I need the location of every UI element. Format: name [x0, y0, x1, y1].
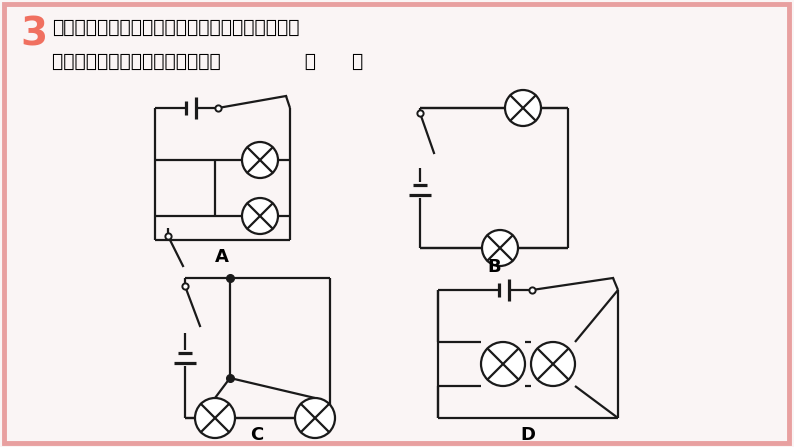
- Text: 3: 3: [20, 15, 47, 53]
- Text: 电路的基本连接方式有两种，一种是串联，另一种: 电路的基本连接方式有两种，一种是串联，另一种: [52, 18, 299, 37]
- Circle shape: [195, 398, 235, 438]
- FancyBboxPatch shape: [4, 4, 789, 443]
- Circle shape: [505, 90, 541, 126]
- Text: 是并联。下列电路中属于并联的是              （      ）: 是并联。下列电路中属于并联的是 （ ）: [52, 52, 363, 71]
- Circle shape: [295, 398, 335, 438]
- Text: C: C: [250, 426, 264, 444]
- Circle shape: [482, 230, 518, 266]
- Circle shape: [531, 342, 575, 386]
- Text: B: B: [488, 258, 501, 276]
- Text: D: D: [521, 426, 535, 444]
- Circle shape: [242, 142, 278, 178]
- Text: A: A: [215, 248, 229, 266]
- Circle shape: [481, 342, 525, 386]
- Circle shape: [242, 198, 278, 234]
